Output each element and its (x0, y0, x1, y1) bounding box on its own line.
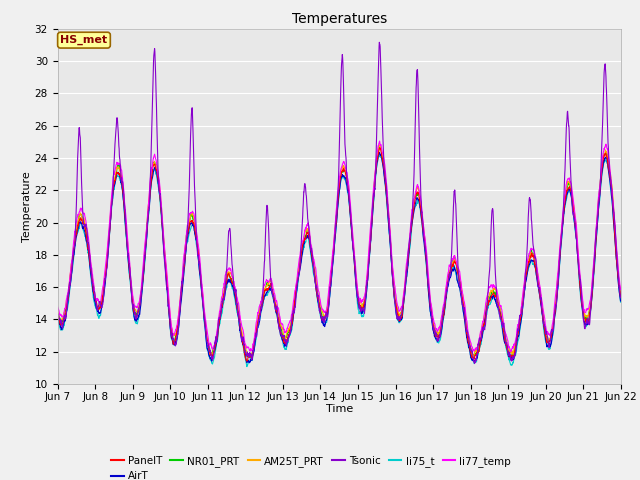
AM25T_PRT (617, 290, 625, 296)
PanelT (568, 189, 575, 195)
li77_temp (355, 299, 363, 304)
li77_temp (568, 181, 575, 187)
NR01_PRT (376, 144, 383, 150)
NR01_PRT (568, 189, 575, 195)
PanelT (617, 294, 625, 300)
Tsonic (568, 184, 575, 190)
Tsonic (617, 295, 625, 300)
AM25T_PRT (503, 342, 511, 348)
li77_temp (368, 212, 376, 217)
AirT (583, 322, 591, 328)
Tsonic (211, 342, 218, 348)
Tsonic (376, 39, 383, 45)
NR01_PRT (211, 345, 218, 351)
Line: NR01_PRT: NR01_PRT (58, 147, 621, 358)
PanelT (54, 311, 61, 317)
NR01_PRT (368, 217, 376, 223)
NR01_PRT (507, 355, 515, 361)
PanelT (368, 220, 376, 226)
Tsonic (503, 342, 511, 348)
li77_temp (617, 287, 625, 292)
li75_t (568, 193, 575, 199)
Legend: PanelT, AirT, NR01_PRT, AM25T_PRT, Tsonic, li75_t, li77_temp: PanelT, AirT, NR01_PRT, AM25T_PRT, Tsoni… (107, 452, 515, 480)
Y-axis label: Temperature: Temperature (22, 171, 32, 242)
AM25T_PRT (568, 186, 575, 192)
li77_temp (54, 303, 61, 309)
AirT (368, 222, 376, 228)
AM25T_PRT (245, 354, 253, 360)
NR01_PRT (503, 342, 511, 348)
PanelT (376, 145, 384, 151)
li75_t (376, 152, 383, 157)
PanelT (211, 348, 218, 353)
AirT (617, 298, 625, 304)
Line: AirT: AirT (58, 153, 621, 363)
li75_t (368, 223, 376, 229)
li75_t (211, 354, 218, 360)
PanelT (356, 304, 364, 310)
li75_t (54, 316, 61, 322)
Line: PanelT: PanelT (58, 148, 621, 361)
li77_temp (508, 348, 515, 354)
li75_t (583, 323, 591, 328)
Line: Tsonic: Tsonic (58, 42, 621, 363)
AirT (356, 305, 364, 311)
li75_t (503, 350, 511, 356)
li77_temp (376, 138, 383, 144)
AirT (503, 345, 511, 351)
li77_temp (503, 335, 511, 340)
li77_temp (211, 341, 218, 347)
PanelT (583, 318, 591, 324)
AM25T_PRT (368, 215, 376, 220)
AirT (246, 360, 253, 366)
Title: Temperatures: Temperatures (292, 12, 387, 26)
NR01_PRT (583, 315, 591, 321)
AM25T_PRT (54, 307, 61, 313)
Tsonic (470, 360, 478, 366)
Tsonic (355, 304, 363, 310)
li75_t (243, 364, 251, 370)
NR01_PRT (617, 293, 625, 299)
li75_t (617, 299, 625, 305)
PanelT (243, 358, 250, 364)
Line: AM25T_PRT: AM25T_PRT (58, 145, 621, 357)
Tsonic (368, 223, 376, 229)
AM25T_PRT (211, 346, 218, 352)
X-axis label: Time: Time (326, 405, 353, 414)
Line: li77_temp: li77_temp (58, 141, 621, 351)
AirT (211, 348, 218, 354)
Tsonic (54, 311, 61, 316)
AM25T_PRT (583, 314, 591, 320)
li75_t (356, 310, 364, 316)
Tsonic (583, 321, 591, 326)
AirT (376, 150, 383, 156)
li77_temp (583, 307, 591, 313)
AirT (568, 193, 575, 199)
AM25T_PRT (356, 299, 364, 304)
PanelT (503, 346, 511, 352)
Line: li75_t: li75_t (58, 155, 621, 367)
AM25T_PRT (376, 142, 383, 148)
NR01_PRT (355, 302, 363, 308)
AirT (54, 316, 61, 322)
NR01_PRT (54, 311, 61, 316)
Text: HS_met: HS_met (60, 35, 108, 45)
